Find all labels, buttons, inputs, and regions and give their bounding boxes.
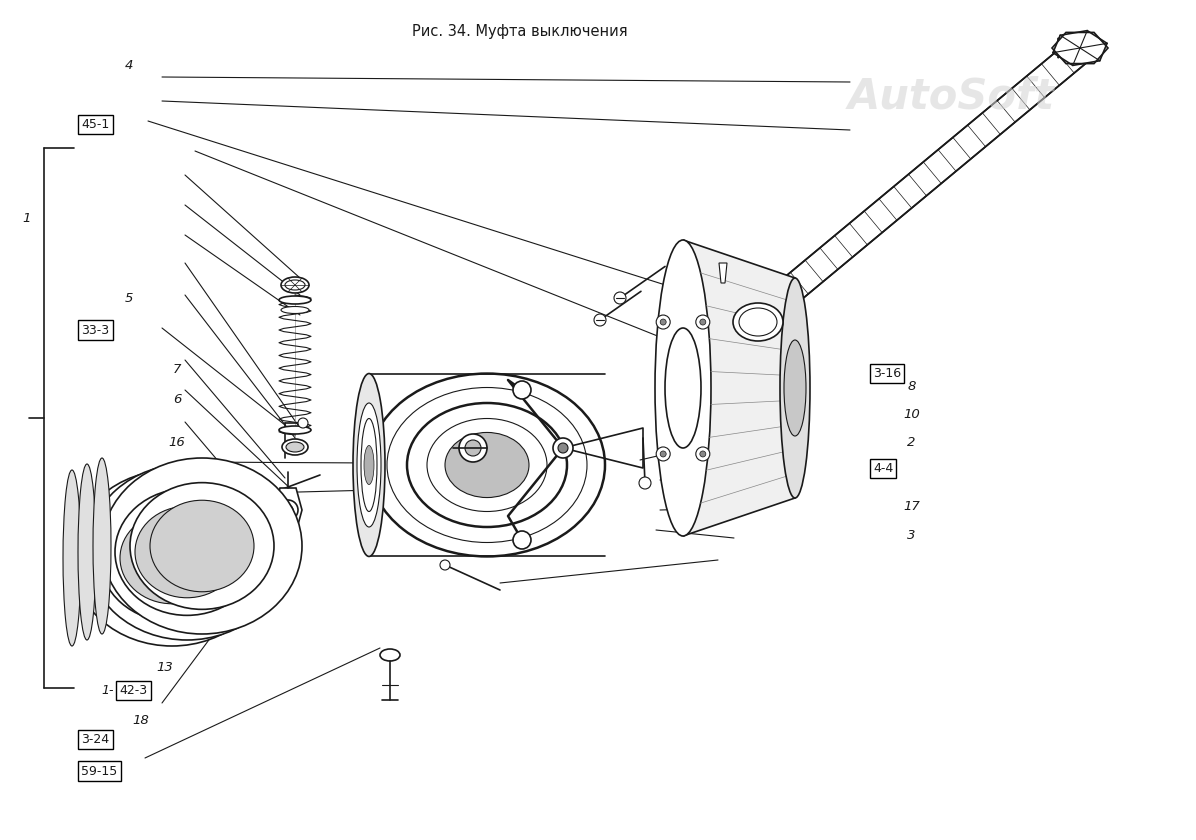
Ellipse shape: [281, 277, 309, 293]
Text: 3: 3: [907, 529, 916, 543]
Polygon shape: [274, 488, 303, 532]
Text: 59-15: 59-15: [81, 764, 117, 778]
Text: 33-3: 33-3: [81, 323, 110, 337]
Ellipse shape: [353, 374, 385, 556]
Text: 14: 14: [157, 608, 173, 622]
Circle shape: [700, 451, 706, 457]
Circle shape: [696, 447, 709, 461]
Ellipse shape: [150, 501, 254, 591]
Ellipse shape: [135, 507, 239, 598]
Ellipse shape: [275, 546, 297, 560]
Ellipse shape: [72, 470, 271, 646]
Ellipse shape: [407, 403, 567, 527]
Text: 12: 12: [157, 636, 173, 649]
Polygon shape: [1052, 33, 1107, 64]
Text: 8: 8: [907, 380, 916, 393]
Polygon shape: [1058, 38, 1086, 58]
Ellipse shape: [780, 278, 810, 498]
Text: 4-4: 4-4: [873, 462, 893, 475]
Text: AutoSoft: AutoSoft: [847, 76, 1055, 118]
Polygon shape: [683, 240, 795, 536]
Ellipse shape: [78, 464, 96, 640]
Circle shape: [513, 381, 531, 399]
Ellipse shape: [279, 296, 311, 304]
Circle shape: [465, 440, 481, 456]
Ellipse shape: [733, 303, 783, 341]
Circle shape: [281, 548, 291, 558]
Ellipse shape: [279, 426, 311, 434]
Circle shape: [614, 292, 626, 304]
Circle shape: [513, 531, 531, 549]
Text: 7: 7: [172, 363, 182, 376]
Ellipse shape: [380, 649, 399, 661]
Text: 68-9: 68-9: [81, 522, 110, 536]
Text: 18: 18: [133, 714, 150, 727]
Text: 1: 1: [22, 212, 31, 225]
Ellipse shape: [356, 403, 382, 527]
Ellipse shape: [281, 307, 309, 313]
Ellipse shape: [115, 489, 260, 616]
Ellipse shape: [427, 418, 547, 512]
Text: 3-24: 3-24: [81, 732, 110, 746]
Ellipse shape: [739, 308, 777, 336]
Ellipse shape: [665, 328, 701, 448]
Ellipse shape: [93, 458, 111, 634]
Circle shape: [283, 505, 293, 515]
Text: 10: 10: [903, 407, 920, 421]
Ellipse shape: [282, 439, 309, 455]
Polygon shape: [719, 263, 727, 283]
Text: 16: 16: [169, 436, 185, 449]
Circle shape: [657, 315, 670, 329]
Circle shape: [639, 477, 651, 489]
Text: 45-1: 45-1: [81, 118, 110, 131]
Text: 3-16: 3-16: [873, 367, 902, 381]
Ellipse shape: [655, 240, 710, 536]
Ellipse shape: [63, 470, 81, 646]
Circle shape: [459, 434, 487, 462]
Text: 5: 5: [124, 291, 134, 305]
Circle shape: [696, 315, 709, 329]
Text: 2: 2: [907, 436, 916, 449]
Circle shape: [440, 560, 450, 570]
Text: 19: 19: [169, 464, 185, 477]
Circle shape: [553, 438, 573, 458]
Text: 17: 17: [903, 500, 920, 513]
Text: 42-3: 42-3: [120, 684, 148, 697]
Ellipse shape: [364, 445, 374, 485]
Ellipse shape: [130, 483, 274, 609]
Text: 1-: 1-: [102, 684, 114, 697]
Circle shape: [657, 447, 670, 461]
Circle shape: [594, 314, 606, 326]
Ellipse shape: [361, 418, 377, 512]
Text: Рис. 34. Муфта выключения: Рис. 34. Муфта выключения: [413, 24, 628, 39]
Circle shape: [660, 319, 666, 325]
Circle shape: [700, 319, 706, 325]
Ellipse shape: [785, 340, 806, 436]
Circle shape: [660, 451, 666, 457]
Ellipse shape: [120, 512, 224, 604]
Circle shape: [559, 443, 568, 453]
Ellipse shape: [102, 458, 303, 634]
Circle shape: [298, 418, 309, 428]
Ellipse shape: [87, 464, 287, 640]
Circle shape: [277, 500, 298, 520]
Text: 9: 9: [160, 554, 170, 567]
Text: 11: 11: [169, 492, 185, 506]
Ellipse shape: [285, 280, 305, 290]
Text: 15: 15: [157, 581, 173, 595]
Ellipse shape: [286, 442, 304, 452]
Ellipse shape: [388, 387, 587, 543]
Ellipse shape: [100, 495, 244, 622]
Text: 4: 4: [124, 59, 134, 72]
Text: 13: 13: [157, 661, 173, 675]
Ellipse shape: [445, 433, 529, 497]
Text: 6: 6: [172, 392, 182, 406]
Polygon shape: [746, 39, 1088, 331]
Ellipse shape: [370, 374, 605, 556]
